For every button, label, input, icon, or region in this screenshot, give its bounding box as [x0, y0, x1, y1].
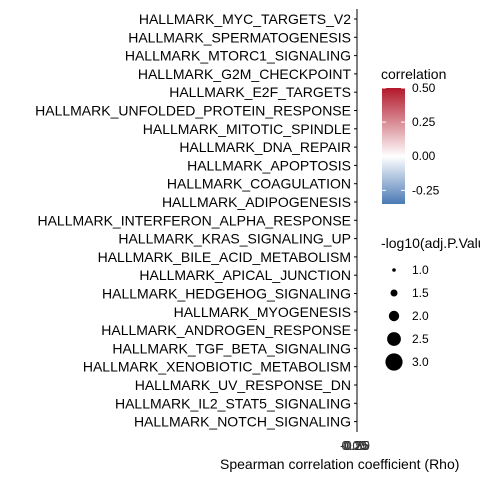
y-tick-label: HALLMARK_UNFOLDED_PROTEIN_RESPONSE	[35, 103, 351, 119]
x-tick-label: 0.00	[342, 438, 367, 453]
y-tick-label: HALLMARK_TGF_BETA_SIGNALING	[112, 340, 351, 356]
y-axis-ticks	[354, 18, 357, 423]
size-legend-label: 2.5	[412, 332, 429, 346]
size-legend-dot	[390, 289, 398, 297]
y-tick-label: HALLMARK_HEDGEHOG_SIGNALING	[102, 286, 351, 302]
color-legend-tick-label: -0.25	[412, 183, 440, 197]
color-legend-title: correlation	[381, 66, 446, 82]
y-tick-label: HALLMARK_UV_RESPONSE_DN	[135, 377, 351, 393]
y-tick-label: HALLMARK_E2F_TARGETS	[169, 84, 351, 100]
y-tick-label: HALLMARK_DNA_REPAIR	[179, 139, 351, 155]
size-legend-items: 1.0 1.5 2.0 2.5 3.0	[385, 263, 429, 371]
size-legend-dot	[385, 353, 403, 371]
color-legend-ticks: 0.50 0.25 0.00 -0.25	[382, 81, 440, 197]
size-legend-label: 1.5	[412, 286, 429, 300]
y-tick-label: HALLMARK_ANDROGEN_RESPONSE	[101, 322, 351, 338]
size-legend-dot	[388, 310, 400, 322]
y-tick-label: HALLMARK_COAGULATION	[167, 176, 351, 192]
y-tick-label: HALLMARK_MYC_TARGETS_V2	[139, 11, 351, 27]
y-tick-label: HALLMARK_BILE_ACID_METABOLISM	[98, 249, 351, 265]
y-tick-label: HALLMARK_KRAS_SIGNALING_UP	[118, 231, 351, 247]
y-tick-label: HALLMARK_MYOGENESIS	[174, 304, 351, 320]
size-legend-label: 2.0	[412, 309, 429, 323]
y-tick-label: HALLMARK_XENOBIOTIC_METABOLISM	[83, 359, 351, 375]
x-tick-label: 0.50	[345, 438, 370, 453]
y-tick-label: HALLMARK_MTORC1_SIGNALING	[125, 48, 351, 64]
color-legend-tick-label: 0.25	[412, 115, 436, 129]
y-tick-label: HALLMARK_MITOTIC_SPINDLE	[143, 121, 351, 137]
y-tick-label: HALLMARK_SPERMATOGENESIS	[128, 29, 351, 45]
color-legend-tick-label: 0.00	[412, 149, 436, 163]
size-legend-label: 1.0	[412, 263, 429, 277]
size-legend-dot	[392, 268, 396, 272]
x-tick-label: -0.25	[340, 438, 370, 453]
size-legend-title: -log10(adj.P.Value)	[381, 235, 480, 251]
color-legend-bar	[382, 88, 405, 204]
y-tick-label: HALLMARK_APICAL_JUNCTION	[139, 267, 351, 283]
x-axis-tick-labels: -0.250.000.250.50	[340, 438, 370, 453]
y-tick-label: HALLMARK_NOTCH_SIGNALING	[134, 414, 351, 430]
y-tick-label: HALLMARK_G2M_CHECKPOINT	[138, 66, 352, 82]
y-tick-label: HALLMARK_IL2_STAT5_SIGNALING	[115, 395, 351, 411]
color-legend-tick-label: 0.50	[412, 81, 436, 95]
size-legend-label: 3.0	[412, 355, 429, 369]
y-tick-label: HALLMARK_ADIPOGENESIS	[162, 194, 351, 210]
y-tick-label: HALLMARK_INTERFERON_ALPHA_RESPONSE	[37, 212, 351, 228]
y-axis-labels: HALLMARK_MYC_TARGETS_V2 HALLMARK_SPERMATO…	[35, 11, 351, 430]
size-legend-dot	[387, 332, 401, 346]
x-tick-label: 0.25	[343, 438, 368, 453]
x-axis-title: Spearman correlation coefficient (Rho)	[220, 456, 459, 472]
color-legend: correlation 0.50 0.25 0.00 -0.25	[381, 66, 446, 204]
y-tick-label: HALLMARK_APOPTOSIS	[187, 157, 351, 173]
size-legend: -log10(adj.P.Value) 1.0 1.5 2.0 2.5 3.0	[381, 235, 480, 371]
